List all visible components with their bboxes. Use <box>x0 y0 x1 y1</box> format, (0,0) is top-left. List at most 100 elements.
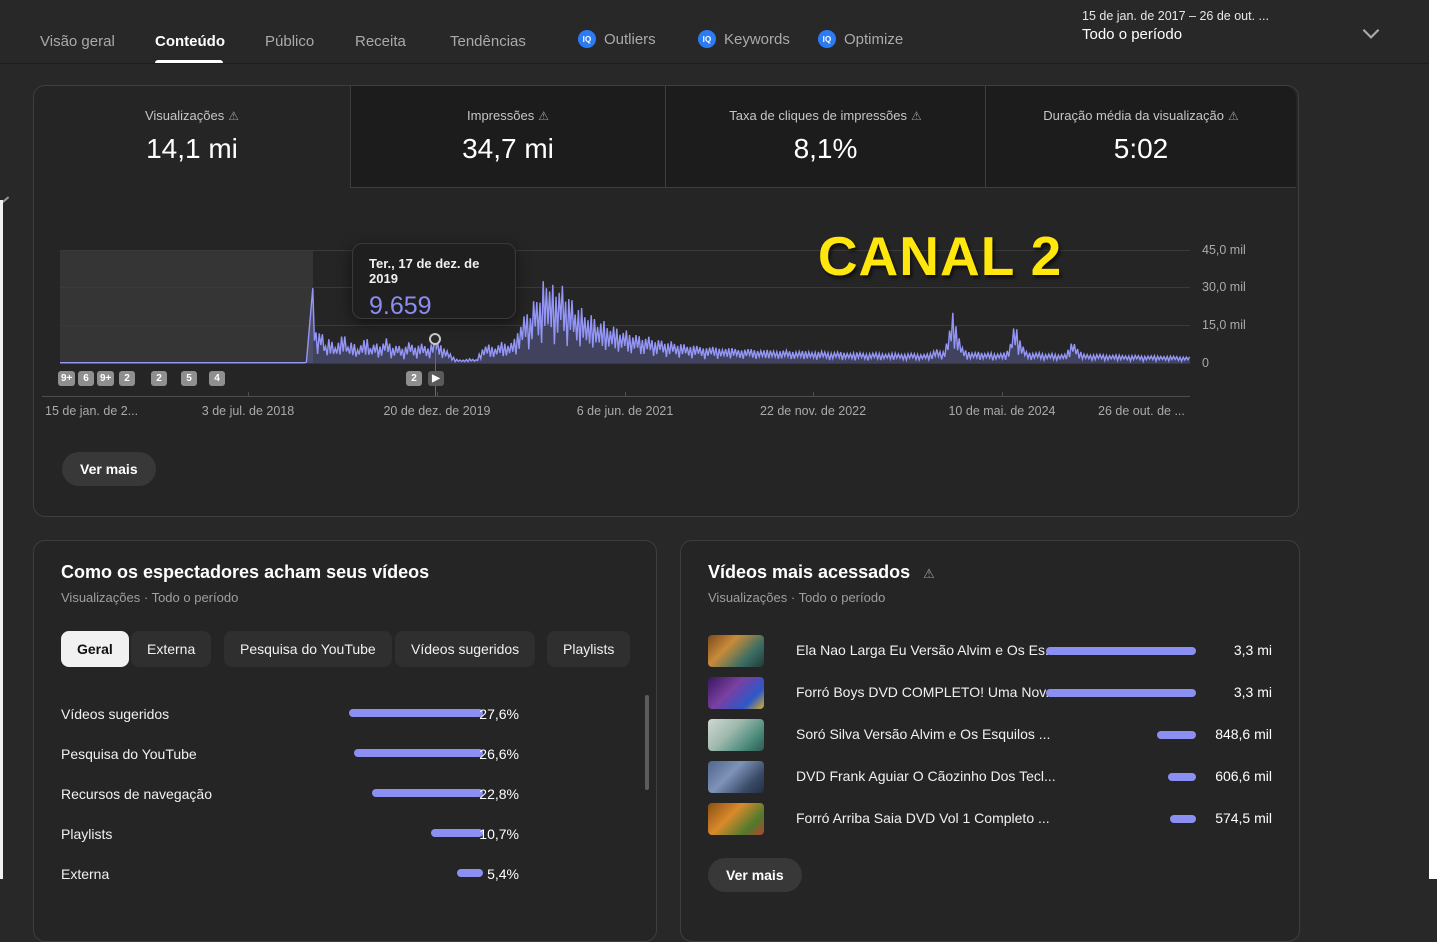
page-edge-strip <box>0 200 3 879</box>
video-row[interactable]: Forró Arriba Saia DVD Vol 1 Completo ...… <box>708 800 1272 840</box>
tab-publico[interactable]: Público <box>265 33 315 50</box>
metric-card-visualizacoes[interactable]: Visualizações ⚠ 14,1 mi <box>34 86 350 188</box>
traffic-row-label: Pesquisa do YouTube <box>61 746 197 762</box>
gridline <box>60 363 1190 364</box>
date-range-selector[interactable]: 15 de jan. de 2017 – 26 de out. ... Todo… <box>1082 9 1269 43</box>
video-views-value: 574,5 mil <box>1215 810 1272 826</box>
card-scrollbar[interactable] <box>645 695 649 790</box>
traffic-row-bar[interactable] <box>349 709 483 717</box>
tab-visao-geral[interactable]: Visão geral <box>40 33 115 50</box>
analytics-top-bar: Visão geral Conteúdo Público Receita Ten… <box>0 0 1437 64</box>
metric-value: 5:02 <box>1113 133 1169 164</box>
x-axis-tick: 10 de mai. de 2024 <box>948 404 1056 418</box>
y-axis-tick: 45,0 mil <box>1202 243 1246 257</box>
chart-highlight-region <box>60 250 313 363</box>
gridline <box>60 325 1190 326</box>
warning-icon: ⚠ <box>538 109 549 123</box>
chip-videos-sugeridos[interactable]: Vídeos sugeridos <box>395 631 536 667</box>
x-axis-tick-mark <box>248 392 249 396</box>
chart-marker-badge[interactable]: 2 <box>119 371 135 386</box>
x-axis-tick: 15 de jan. de 2... <box>45 404 139 418</box>
traffic-row-bar[interactable] <box>431 829 483 837</box>
chip-playlists[interactable]: Playlists <box>547 631 631 667</box>
chart-marker-badge[interactable]: 9+ <box>97 371 115 386</box>
iq-badge-icon: IQ <box>578 30 596 48</box>
traffic-row-bar[interactable] <box>353 749 483 757</box>
metric-label: Visualizações <box>144 108 225 123</box>
metric-label: Impressões <box>467 108 535 123</box>
video-views-bar <box>1157 731 1196 739</box>
active-tab-underline <box>155 60 223 63</box>
traffic-row-value: 27,6% <box>479 706 519 722</box>
x-axis-tick-mark <box>1002 392 1003 396</box>
traffic-row-value: 22,8% <box>479 786 519 802</box>
video-row[interactable]: Forró Boys DVD COMPLETO! Uma Nov... 3,3 … <box>708 674 1272 714</box>
channel-annotation-overlay: CANAL 2 <box>817 225 1063 287</box>
see-more-button[interactable]: Ver mais <box>62 452 156 486</box>
date-range-period: Todo o período <box>1082 26 1183 43</box>
video-views-value: 3,3 mi <box>1233 642 1272 658</box>
metric-card-duracao-media[interactable]: Duração média da visualização ⚠ 5:02 <box>986 86 1296 188</box>
chart-marker-badge[interactable]: 2 <box>406 371 422 386</box>
video-row[interactable]: DVD Frank Aguiar O Cãozinho Dos Tecl... … <box>708 758 1272 798</box>
video-views-value: 3,3 mi <box>1233 684 1272 700</box>
x-axis-tick: 22 de nov. de 2022 <box>759 404 867 418</box>
traffic-row-label: Vídeos sugeridos <box>61 706 170 722</box>
metric-card-ctr[interactable]: Taxa de cliques de impressões ⚠ 8,1% <box>666 86 985 188</box>
iq-badge-icon: IQ <box>818 30 836 48</box>
gridline <box>60 250 1190 251</box>
tab-optimize-label: Optimize <box>844 30 904 48</box>
see-more-button[interactable]: Ver mais <box>708 858 802 892</box>
chart-marker-badge[interactable]: 4 <box>209 371 225 386</box>
x-axis-tick: 26 de out. de ... <box>1098 404 1185 418</box>
tab-conteudo[interactable]: Conteúdo <box>155 33 225 50</box>
chart-marker-badge[interactable]: 9+ <box>58 371 76 386</box>
metric-divider <box>350 86 351 188</box>
chip-geral[interactable]: Geral <box>61 631 129 667</box>
metric-value: 8,1% <box>793 133 858 164</box>
tab-outliers[interactable]: IQ Outliers <box>578 30 656 48</box>
video-views-bar <box>1169 815 1196 823</box>
warning-icon: ⚠ <box>923 566 935 581</box>
chart-tooltip: Ter., 17 de dez. de 2019 9.659 <box>352 243 516 320</box>
x-axis-tick-mark <box>813 392 814 396</box>
y-axis-tick: 15,0 mil <box>1202 318 1246 332</box>
tab-tendencias[interactable]: Tendências <box>450 33 526 50</box>
video-views-bar <box>1046 647 1196 655</box>
video-title: DVD Frank Aguiar O Cãozinho Dos Tecl... <box>796 768 1056 784</box>
y-axis-tick: 0 <box>1202 356 1209 370</box>
tab-keywords[interactable]: IQ Keywords <box>698 30 790 48</box>
video-row[interactable]: Soró Silva Versão Alvim e Os Esquilos ..… <box>708 716 1272 756</box>
video-thumbnail <box>708 803 764 835</box>
chip-externa[interactable]: Externa <box>131 631 212 667</box>
x-axis-tick: 3 de jul. de 2018 <box>201 404 295 418</box>
chart-marker-badge[interactable]: 5 <box>181 371 197 386</box>
metric-label: Taxa de cliques de impressões <box>729 108 907 123</box>
tab-outliers-label: Outliers <box>604 30 656 48</box>
chip-pesquisa-youtube[interactable]: Pesquisa do YouTube <box>224 631 392 667</box>
traffic-row-bar[interactable] <box>456 869 483 877</box>
metric-card-impressoes[interactable]: Impressões ⚠ 34,7 mi <box>351 86 665 188</box>
traffic-row-label: Externa <box>61 866 110 882</box>
chart-marker-expand-icon[interactable]: ▶ <box>428 371 444 386</box>
video-thumbnail <box>708 635 764 667</box>
video-thumbnail <box>708 677 764 709</box>
traffic-row-value: 5,4% <box>487 866 519 882</box>
video-row[interactable]: Ela Nao Larga Eu Versão Alvim e Os Es...… <box>708 632 1272 672</box>
tab-receita[interactable]: Receita <box>355 33 406 50</box>
x-axis-line <box>42 396 1190 397</box>
traffic-row-value: 26,6% <box>479 746 519 762</box>
video-title: Forró Boys DVD COMPLETO! Uma Nov... <box>796 684 1057 700</box>
metric-divider <box>985 86 986 188</box>
tooltip-value: 9.659 <box>369 292 432 320</box>
video-title: Forró Arriba Saia DVD Vol 1 Completo ... <box>796 810 1050 826</box>
traffic-row-bar[interactable] <box>372 789 483 797</box>
tab-optimize[interactable]: IQ Optimize <box>818 30 903 48</box>
chevron-down-icon[interactable] <box>1358 20 1384 46</box>
chart-marker-badge[interactable]: 6 <box>78 371 94 386</box>
chart-marker-badge[interactable]: 2 <box>151 371 167 386</box>
x-axis-tick: 20 de dez. de 2019 <box>383 404 491 418</box>
hover-point-marker <box>429 332 442 345</box>
video-views-value: 606,6 mil <box>1215 768 1272 784</box>
date-range-value: 15 de jan. de 2017 – 26 de out. ... <box>1082 9 1269 23</box>
